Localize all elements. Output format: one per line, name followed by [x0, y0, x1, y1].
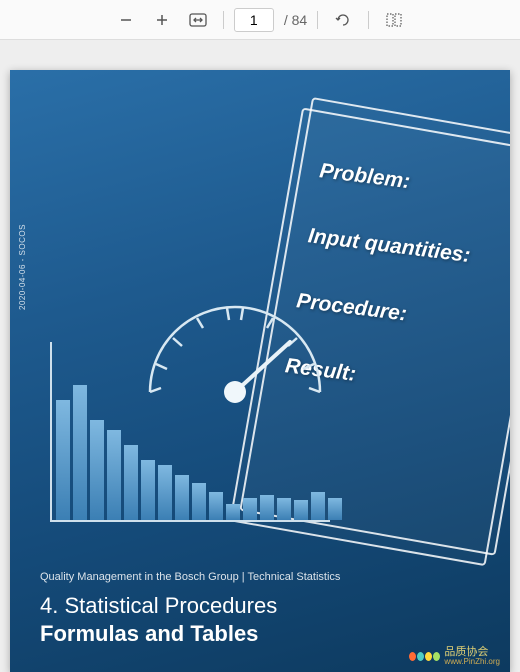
- separator: [317, 11, 318, 29]
- bar: [209, 492, 223, 520]
- fit-icon[interactable]: [183, 5, 213, 35]
- histogram-chart: [50, 322, 350, 522]
- page-input[interactable]: [234, 8, 274, 32]
- footer-subtitle: Quality Management in the Bosch Group | …: [40, 571, 480, 583]
- card-label: Input quantities:: [307, 224, 510, 275]
- page-total: / 84: [284, 12, 307, 28]
- petal: [433, 652, 440, 661]
- document-page: 2020-04-06 - SOCOS Problem: Input quanti…: [10, 70, 510, 672]
- bar: [243, 498, 257, 520]
- flower-icon: [409, 652, 440, 661]
- y-axis: [50, 342, 52, 522]
- side-metadata: 2020-04-06 - SOCOS: [18, 224, 27, 310]
- zoom-in-icon[interactable]: [147, 5, 177, 35]
- watermark-sub: www.PinZhi.org: [444, 658, 500, 666]
- bar: [90, 420, 104, 520]
- bar: [311, 492, 325, 520]
- pdf-toolbar: / 84: [0, 0, 520, 40]
- bar: [260, 495, 274, 520]
- bar: [56, 400, 70, 520]
- petal: [409, 652, 416, 661]
- bar: [192, 483, 206, 520]
- bar: [277, 498, 291, 520]
- separator: [223, 11, 224, 29]
- bar: [158, 465, 172, 520]
- rotate-icon[interactable]: [328, 5, 358, 35]
- zoom-out-icon[interactable]: [111, 5, 141, 35]
- bar: [124, 445, 138, 520]
- page-view-icon[interactable]: [379, 5, 409, 35]
- petal: [425, 652, 432, 661]
- bar: [328, 498, 342, 520]
- bar: [141, 460, 155, 520]
- separator: [368, 11, 369, 29]
- petal: [417, 652, 424, 661]
- bar: [226, 504, 240, 520]
- footer-title-1: 4. Statistical Procedures: [40, 593, 480, 619]
- bars-group: [56, 385, 342, 520]
- bar: [107, 430, 121, 520]
- page-viewport: 2020-04-06 - SOCOS Problem: Input quanti…: [0, 40, 520, 672]
- footer-title-2: Formulas and Tables: [40, 621, 480, 647]
- x-axis: [50, 520, 330, 522]
- bar: [73, 385, 87, 520]
- bar: [175, 475, 189, 520]
- bar: [294, 500, 308, 520]
- card-label: Problem:: [318, 159, 510, 210]
- watermark: 品质协会 www.PinZhi.org: [409, 647, 500, 666]
